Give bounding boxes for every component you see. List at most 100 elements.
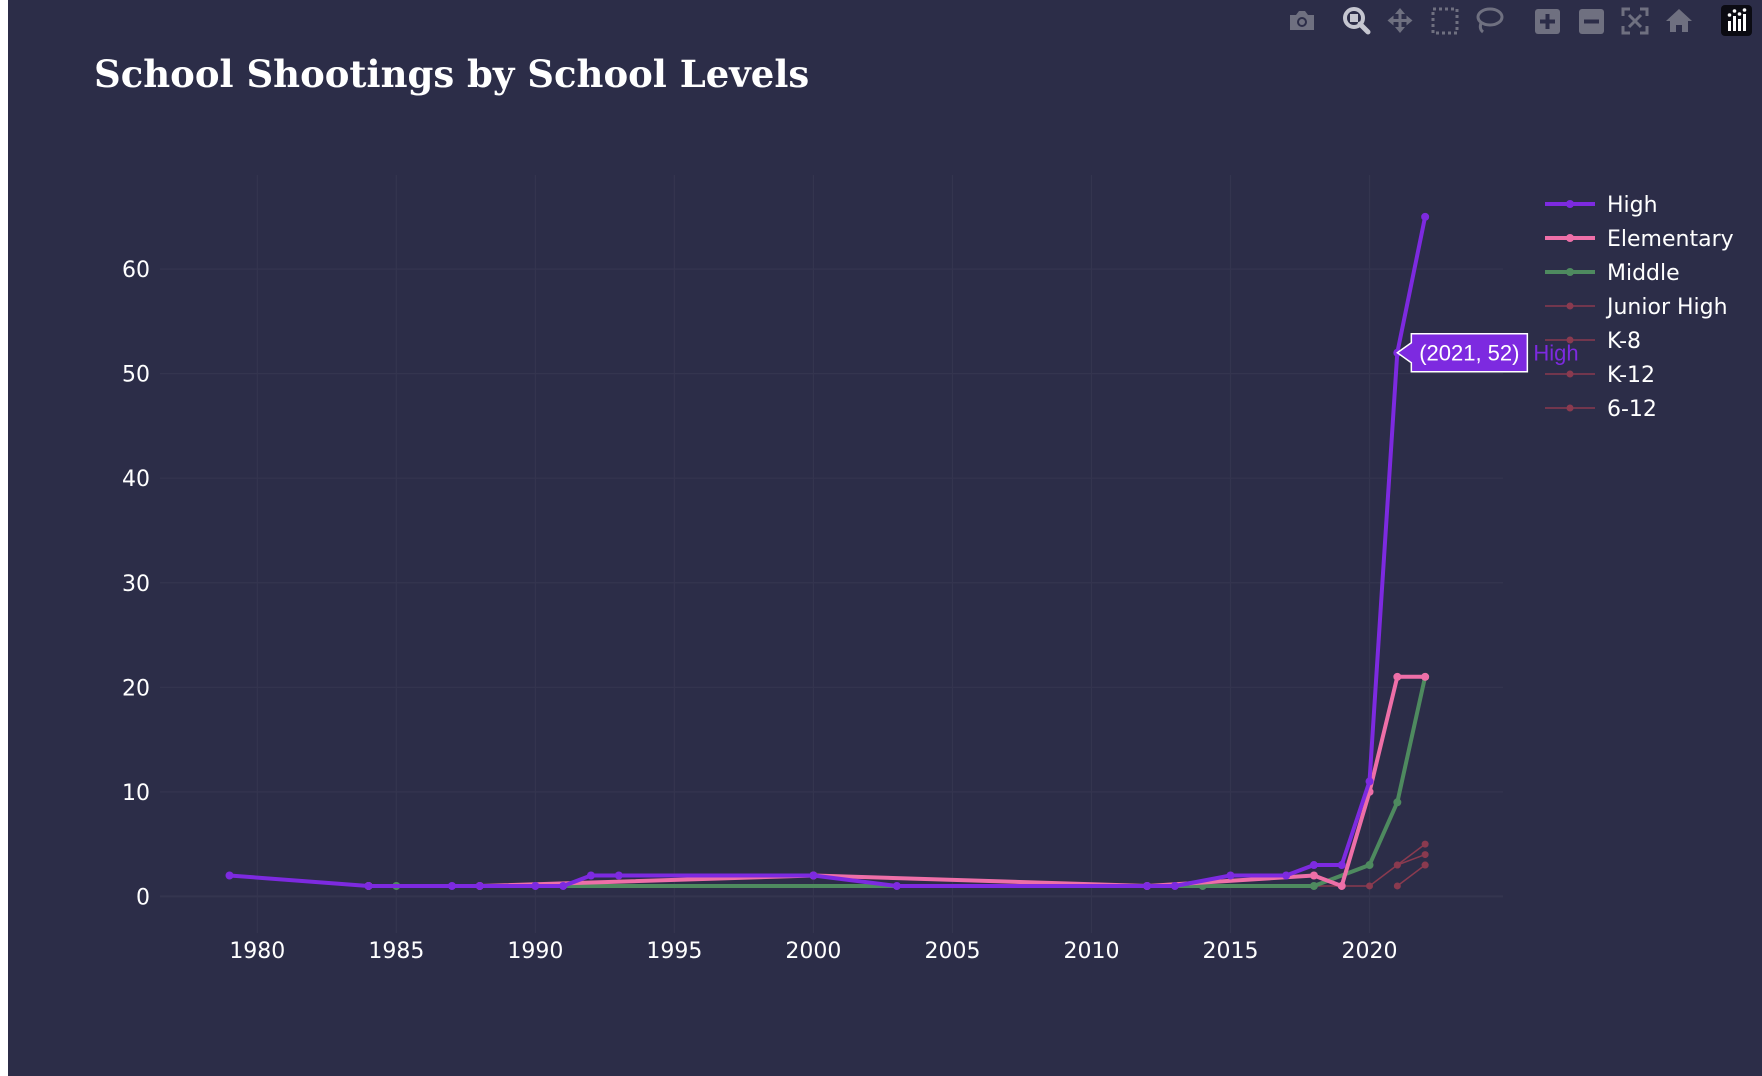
data-point[interactable] [1421,861,1429,869]
legend-item-6-12[interactable]: 6-12 [1539,392,1739,422]
series-line [394,674,1428,888]
series-line [1396,853,1426,866]
box-select-button[interactable] [1430,6,1460,36]
series-line [1396,864,1426,887]
data-point[interactable] [892,881,901,890]
autoscale-button[interactable] [1620,6,1650,36]
legend[interactable]: High Elementary Middle Junior High K-8 K-12 6-… [1539,188,1739,422]
data-point[interactable] [1309,881,1318,890]
x-tick-label: 1990 [507,939,563,964]
series-high[interactable] [225,212,1430,890]
legend-swatch-marker [1566,370,1574,378]
zoom-out-button[interactable] [1577,6,1607,36]
zoom-magnifier-icon [1343,7,1371,35]
data-point[interactable] [1393,882,1401,890]
y-tick-label: 50 [122,363,150,388]
x-tick-label: 2010 [1063,939,1119,964]
data-point[interactable] [1421,840,1429,848]
legend-label: High [1607,193,1658,218]
hover-tooltip: (2021, 52) High [1396,332,1579,373]
x-tick-label: 1980 [229,939,285,964]
x-tick-label: 2015 [1203,939,1259,964]
data-point[interactable] [586,871,595,880]
tooltip-series-name: High [1533,341,1578,366]
data-point[interactable] [1366,882,1374,890]
data-point[interactable] [809,871,818,880]
legend-swatch-marker [1566,268,1574,276]
x-tick-label: 2005 [924,939,980,964]
x-tick-label: 1995 [646,939,702,964]
data-point[interactable] [531,881,540,890]
reset-axes-button[interactable] [1664,6,1694,36]
data-point[interactable] [559,881,568,890]
legend-item-junior-high[interactable]: Junior High [1539,290,1739,320]
legend-swatch-marker [1566,336,1574,344]
data-point[interactable] [1226,871,1235,880]
data-point[interactable] [1365,861,1374,870]
tooltip-value: (2021, 52) [1419,341,1519,366]
y-tick-label: 10 [122,781,150,806]
legend-label: Elementary [1607,227,1734,252]
modebar-toolbar [1287,5,1752,36]
data-point[interactable] [1143,881,1152,890]
zoom-in-button[interactable] [1533,6,1563,36]
data-point[interactable] [1170,881,1179,890]
legend-swatch-marker [1566,200,1574,208]
legend-item-middle[interactable]: Middle [1539,256,1739,286]
data-point[interactable] [1337,861,1346,870]
legend-label: Middle [1607,261,1680,286]
plotly-logo-icon [1727,8,1747,31]
home-icon [1666,9,1692,32]
legend-item-high[interactable]: High [1539,188,1739,218]
lasso-icon [1476,7,1504,34]
lasso-select-button[interactable] [1474,6,1504,36]
data-point[interactable] [225,871,234,880]
pan-arrows-icon [1387,8,1413,33]
series-k-12[interactable] [1393,861,1429,890]
download-plot-button[interactable] [1287,6,1317,36]
data-point[interactable] [1421,851,1429,859]
y-axis-ticks: 0 10 20 30 40 50 60 [122,258,150,910]
series-elementary[interactable] [364,672,1430,890]
plot-series[interactable] [225,212,1430,890]
data-point[interactable] [1393,798,1402,807]
data-point[interactable] [364,881,373,890]
box-select-icon [1431,7,1459,35]
data-point[interactable] [447,881,456,890]
data-point[interactable] [1309,871,1318,880]
pan-button[interactable] [1386,6,1416,36]
data-point[interactable] [1393,861,1401,869]
legend-label: 6-12 [1607,397,1657,422]
autoscale-icon [1621,7,1649,35]
plotly-logo-button[interactable] [1721,5,1752,36]
legend-item-k-12[interactable]: K-12 [1539,358,1739,388]
x-axis-ticks: 1980 1985 1990 1995 2000 2005 2010 2015 2020 [229,939,1397,964]
legend-item-elementary[interactable]: Elementary [1539,222,1739,252]
data-point[interactable] [614,871,623,880]
data-point[interactable] [1282,871,1291,880]
data-point[interactable] [1421,212,1430,221]
legend-swatch-marker [1566,234,1574,242]
y-tick-label: 0 [136,885,150,910]
data-point[interactable] [1421,672,1430,681]
series-middle[interactable] [392,672,1430,890]
legend-item-k-8[interactable]: K-8 [1539,324,1739,354]
data-point[interactable] [1309,861,1318,870]
y-tick-label: 30 [122,572,150,597]
camera-icon [1290,11,1314,30]
grid-lines [160,175,1503,933]
y-tick-label: 40 [122,467,150,492]
legend-label: K-8 [1607,329,1641,354]
chart-title: School Shootings by School Levels [94,52,809,96]
x-tick-label: 2000 [785,939,841,964]
y-tick-label: 20 [122,676,150,701]
data-point[interactable] [475,881,484,890]
y-tick-label: 60 [122,258,150,283]
data-point[interactable] [1393,672,1402,681]
data-point[interactable] [1337,881,1346,890]
legend-swatch-marker [1566,404,1574,412]
legend-swatch-marker [1566,302,1574,310]
zoom-button[interactable] [1342,6,1372,36]
data-point[interactable] [1365,777,1374,786]
